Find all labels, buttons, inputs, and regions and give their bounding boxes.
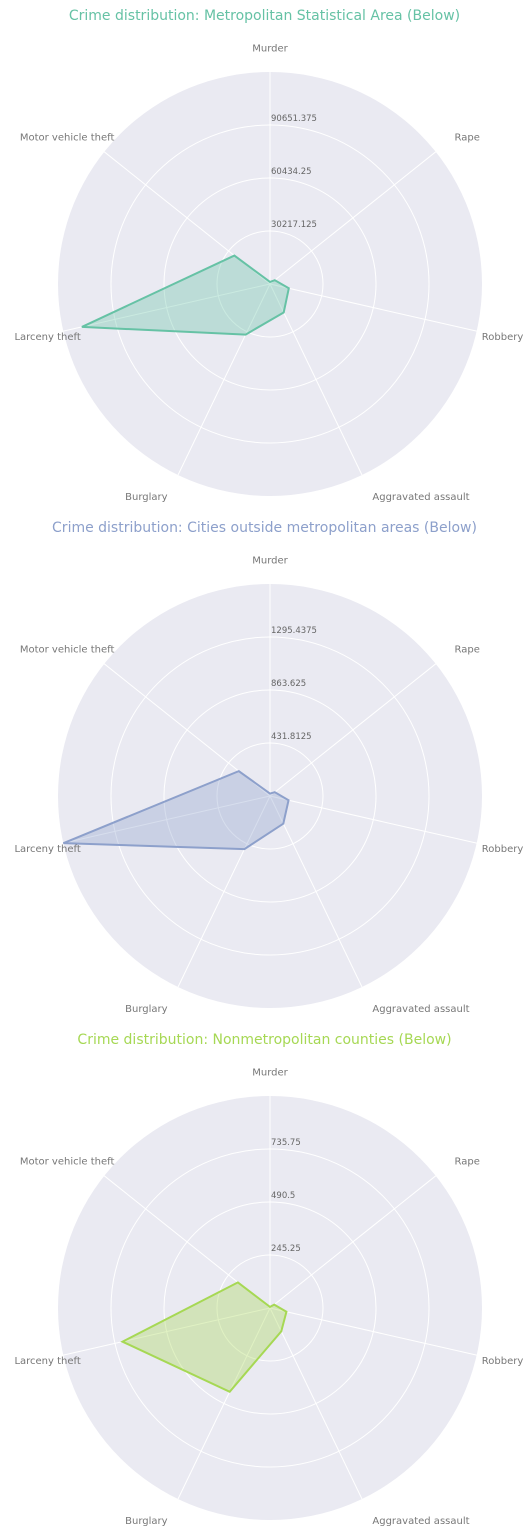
axis-label-burglary: Burglary [125, 492, 167, 503]
spoke-line [269, 283, 477, 332]
tick-label: 90651.375 [271, 114, 317, 124]
tick-label: 490.5 [271, 1191, 295, 1201]
axis-label-rape: Rape [455, 132, 480, 143]
axis-label-motor-vehicle-theft: Motor vehicle theft [20, 132, 115, 143]
chart-title: Crime distribution: Cities outside metro… [52, 520, 477, 536]
spoke-line [177, 283, 271, 476]
axis-label-larceny-theft: Larceny theft [14, 844, 80, 855]
data-area [81, 254, 290, 336]
chart-title: Crime distribution: Nonmetropolitan coun… [77, 1032, 452, 1048]
spoke-line [177, 1307, 271, 1500]
axis-label-murder: Murder [252, 1068, 288, 1079]
spoke-line [269, 663, 437, 797]
axis-label-murder: Murder [252, 44, 288, 55]
spoke-line [269, 151, 437, 285]
axis-label-robbery: Robbery [482, 332, 524, 343]
radar-chart-counties: 245.25 490.5 735.75 Murder Rape Robbery Aggrav… [0, 1024, 529, 1536]
axis-label-murder: Murder [252, 556, 288, 567]
spoke-line [269, 1307, 477, 1356]
axis-label-aggravated-assault: Aggravated assault [372, 1004, 469, 1015]
tick-label: 60434.25 [271, 167, 312, 177]
spoke-line [269, 795, 363, 988]
axis-label-aggravated-assault: Aggravated assault [372, 1516, 469, 1527]
spoke-line [63, 1307, 271, 1356]
spoke-line [63, 795, 271, 844]
axis-label-larceny-theft: Larceny theft [14, 332, 80, 343]
tick-label: 431.8125 [271, 732, 312, 742]
tick-label: 245.25 [271, 1244, 301, 1254]
spoke-line [269, 1175, 437, 1309]
spoke-line [269, 283, 363, 476]
tick-label: 735.75 [271, 1138, 301, 1148]
radar-chart-metro: 30217.125 60434.25 90651.375 Murder Rape Robb… [0, 0, 529, 512]
axis-label-burglary: Burglary [125, 1004, 167, 1015]
radar-svg: 30217.125 60434.25 90651.375 Murder Rape Robb… [14, 44, 524, 504]
spoke-line [269, 1307, 363, 1500]
data-area [120, 1281, 288, 1393]
axis-label-rape: Rape [455, 644, 480, 655]
spoke-line [269, 795, 477, 844]
tick-label: 30217.125 [271, 220, 317, 230]
tick-label: 863.625 [271, 679, 306, 689]
tick-label: 1295.4375 [271, 626, 317, 636]
radar-svg: 431.8125 863.625 1295.4375 Murder Rape Robber… [14, 556, 524, 1016]
axis-label-burglary: Burglary [125, 1516, 167, 1527]
radar-svg: 245.25 490.5 735.75 Murder Rape Robbery Aggrav… [14, 1068, 524, 1528]
axis-label-robbery: Robbery [482, 844, 524, 855]
data-area [62, 769, 290, 851]
axis-label-robbery: Robbery [482, 1356, 524, 1367]
axis-label-motor-vehicle-theft: Motor vehicle theft [20, 644, 115, 655]
radar-chart-cities: 431.8125 863.625 1295.4375 Murder Rape Robber… [0, 512, 529, 1024]
axis-label-motor-vehicle-theft: Motor vehicle theft [20, 1156, 115, 1167]
axis-label-larceny-theft: Larceny theft [14, 1356, 80, 1367]
spoke-line [177, 795, 271, 988]
chart-title: Crime distribution: Metropolitan Statist… [68, 8, 461, 24]
axis-label-aggravated-assault: Aggravated assault [372, 492, 469, 503]
axis-label-rape: Rape [455, 1156, 480, 1167]
spoke-line [63, 283, 271, 332]
